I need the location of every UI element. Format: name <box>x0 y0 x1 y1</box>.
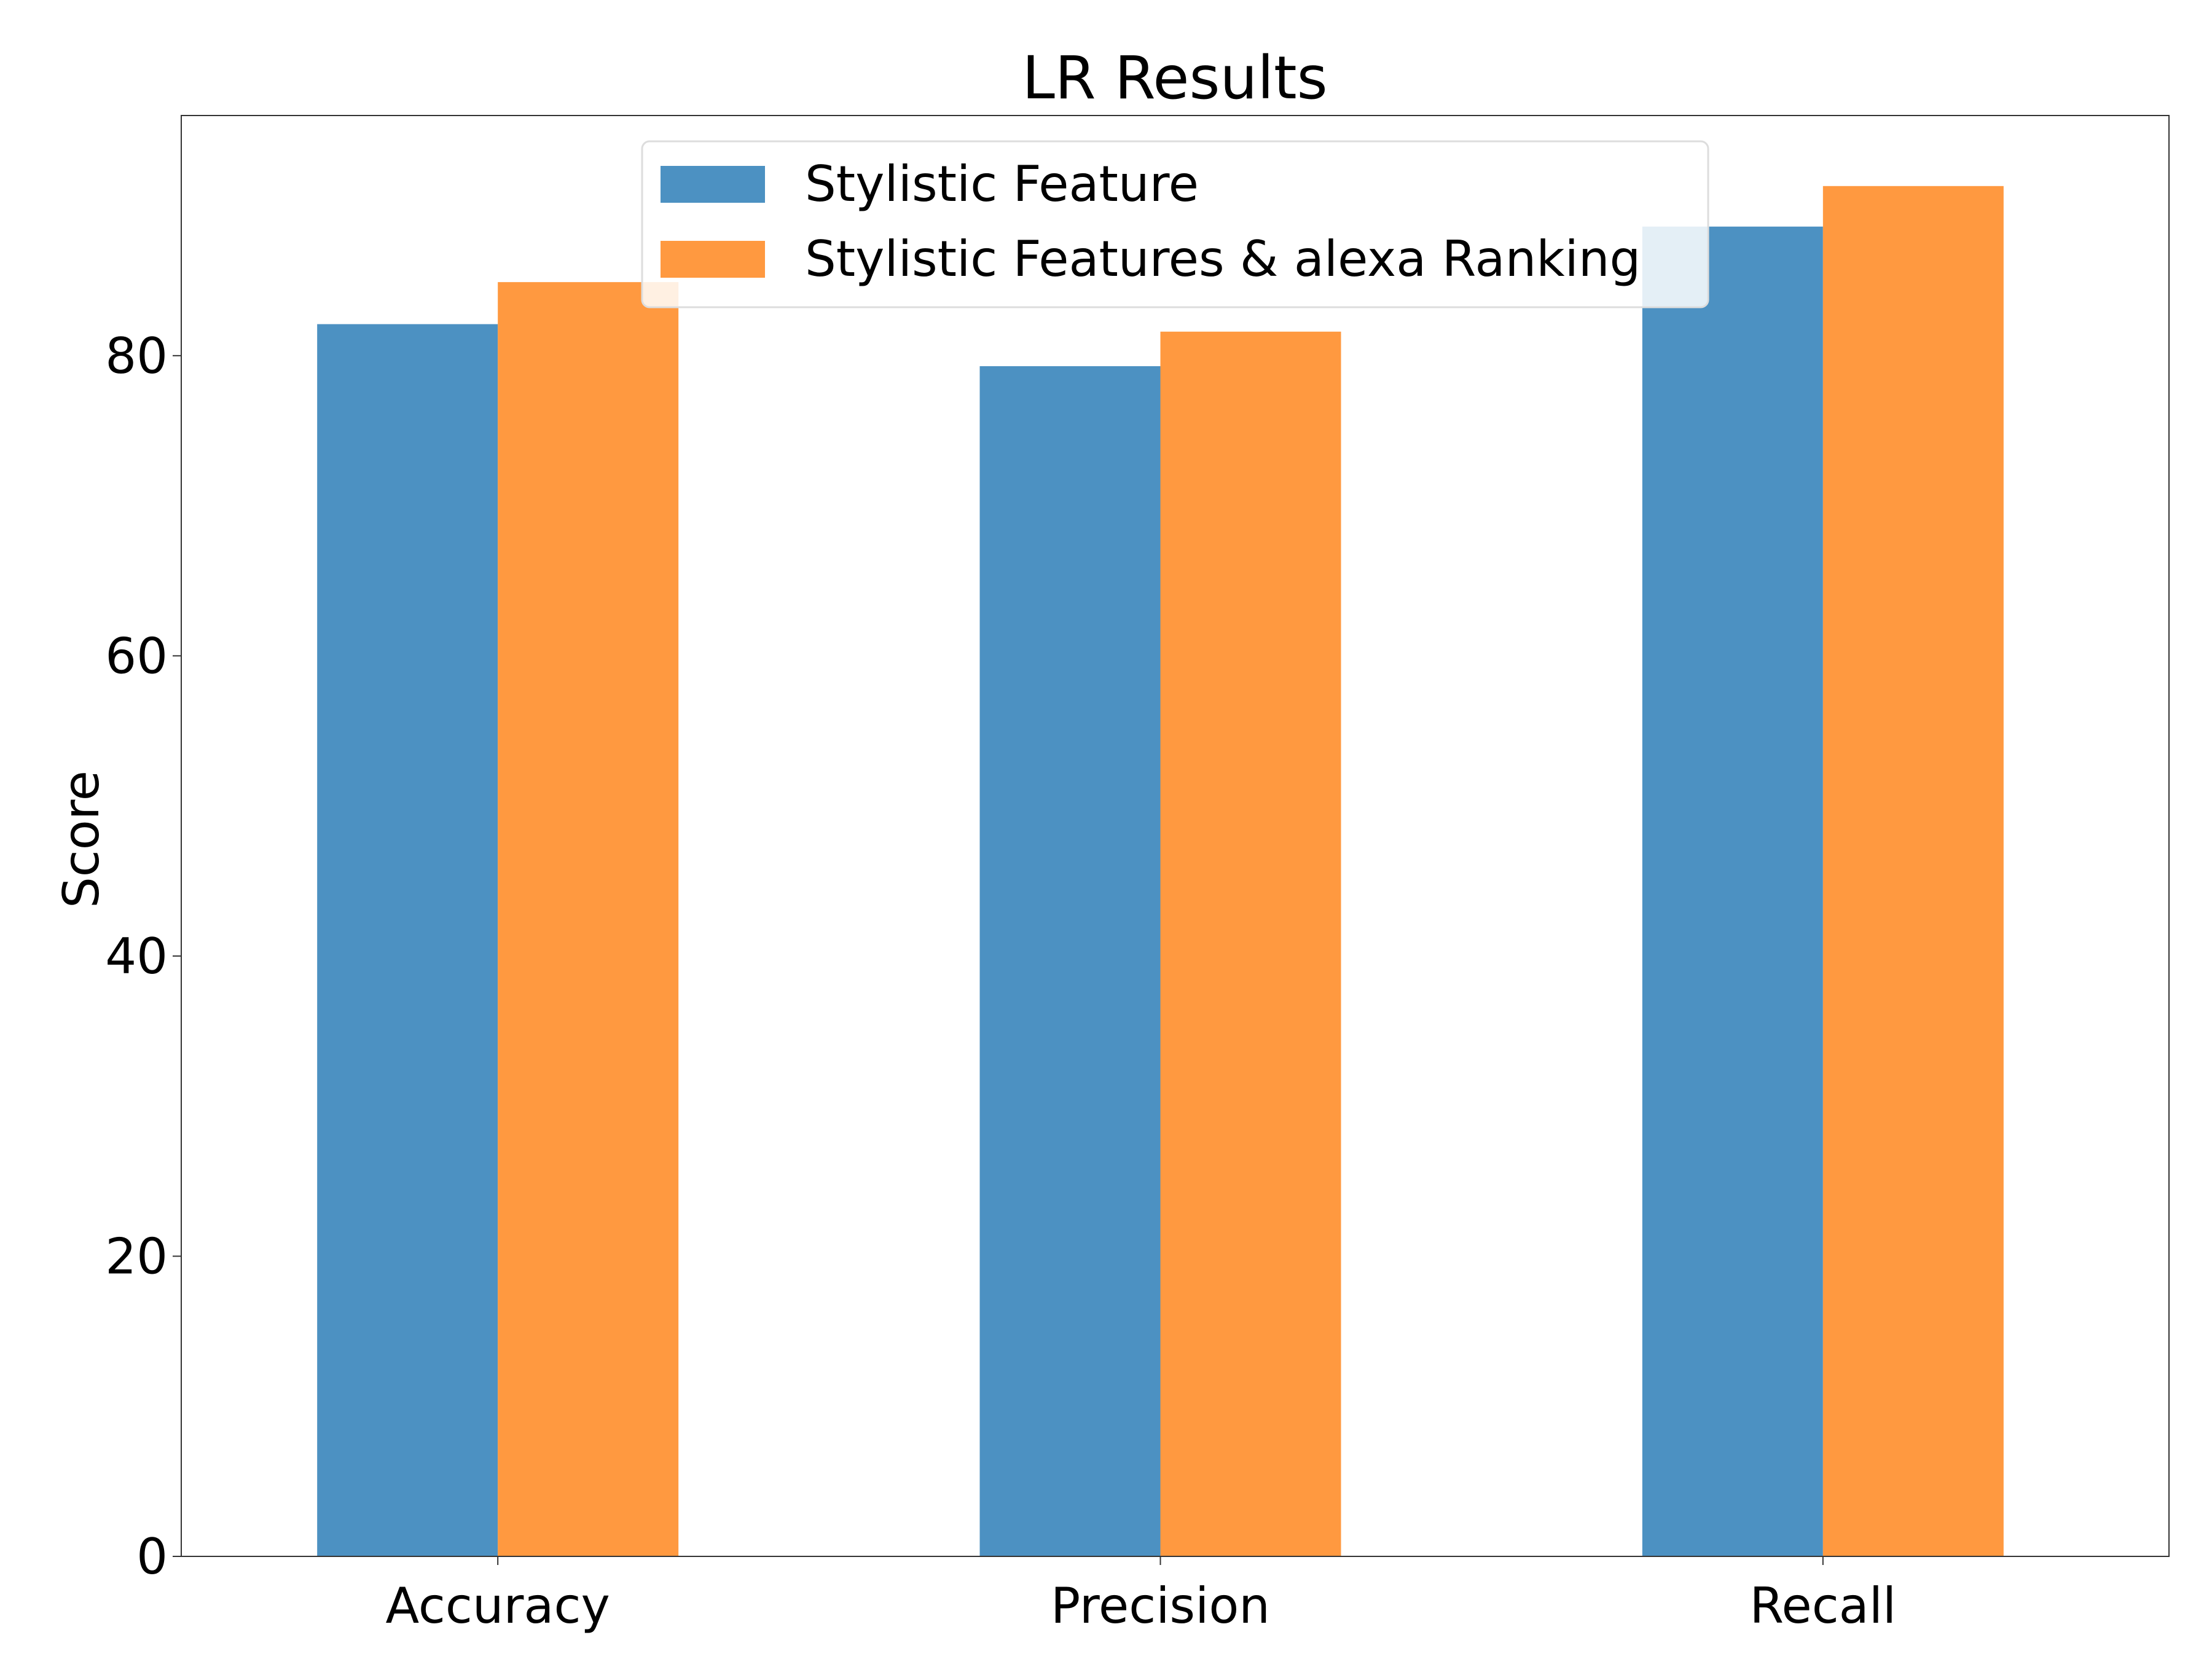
legend-label-stylistic-feature: Stylistic Feature <box>805 155 1199 213</box>
x-tick-label: Recall <box>1749 1577 1896 1634</box>
legend: Stylistic Feature Stylistic Features & a… <box>641 140 1709 308</box>
y-tick-label: 20 <box>105 1228 168 1285</box>
y-tick-label: 0 <box>136 1528 168 1585</box>
legend-swatch-stylistic-features-alexa-ranking <box>661 241 765 278</box>
plot-frame <box>181 115 2170 1557</box>
legend-box <box>641 140 1709 308</box>
bar-recall-series-1 <box>1642 226 1823 1556</box>
bar-precision-series-1 <box>979 366 1161 1556</box>
y-axis-label: Score <box>53 771 110 908</box>
y-axis-ticks: 0 20 40 60 80 <box>105 327 181 1585</box>
chart-title: LR Results <box>1022 44 1327 112</box>
y-tick-label: 80 <box>105 327 168 385</box>
legend-label-stylistic-features-alexa-ranking: Stylistic Features & alexa Ranking <box>805 230 1641 288</box>
bar-precision-series-2 <box>1160 331 1341 1556</box>
bars-layer <box>317 186 2004 1557</box>
bar-accuracy-series-2 <box>498 282 679 1556</box>
y-tick-label: 60 <box>105 627 168 684</box>
bar-recall-series-2 <box>1822 186 2004 1556</box>
x-tick-label: Accuracy <box>386 1577 610 1634</box>
bar-accuracy-series-1 <box>317 324 498 1557</box>
x-tick-label: Precision <box>1051 1577 1270 1634</box>
legend-swatch-stylistic-feature <box>661 166 765 203</box>
x-axis-ticks: Accuracy Precision Recall <box>386 1556 1896 1634</box>
y-tick-label: 40 <box>105 928 168 985</box>
